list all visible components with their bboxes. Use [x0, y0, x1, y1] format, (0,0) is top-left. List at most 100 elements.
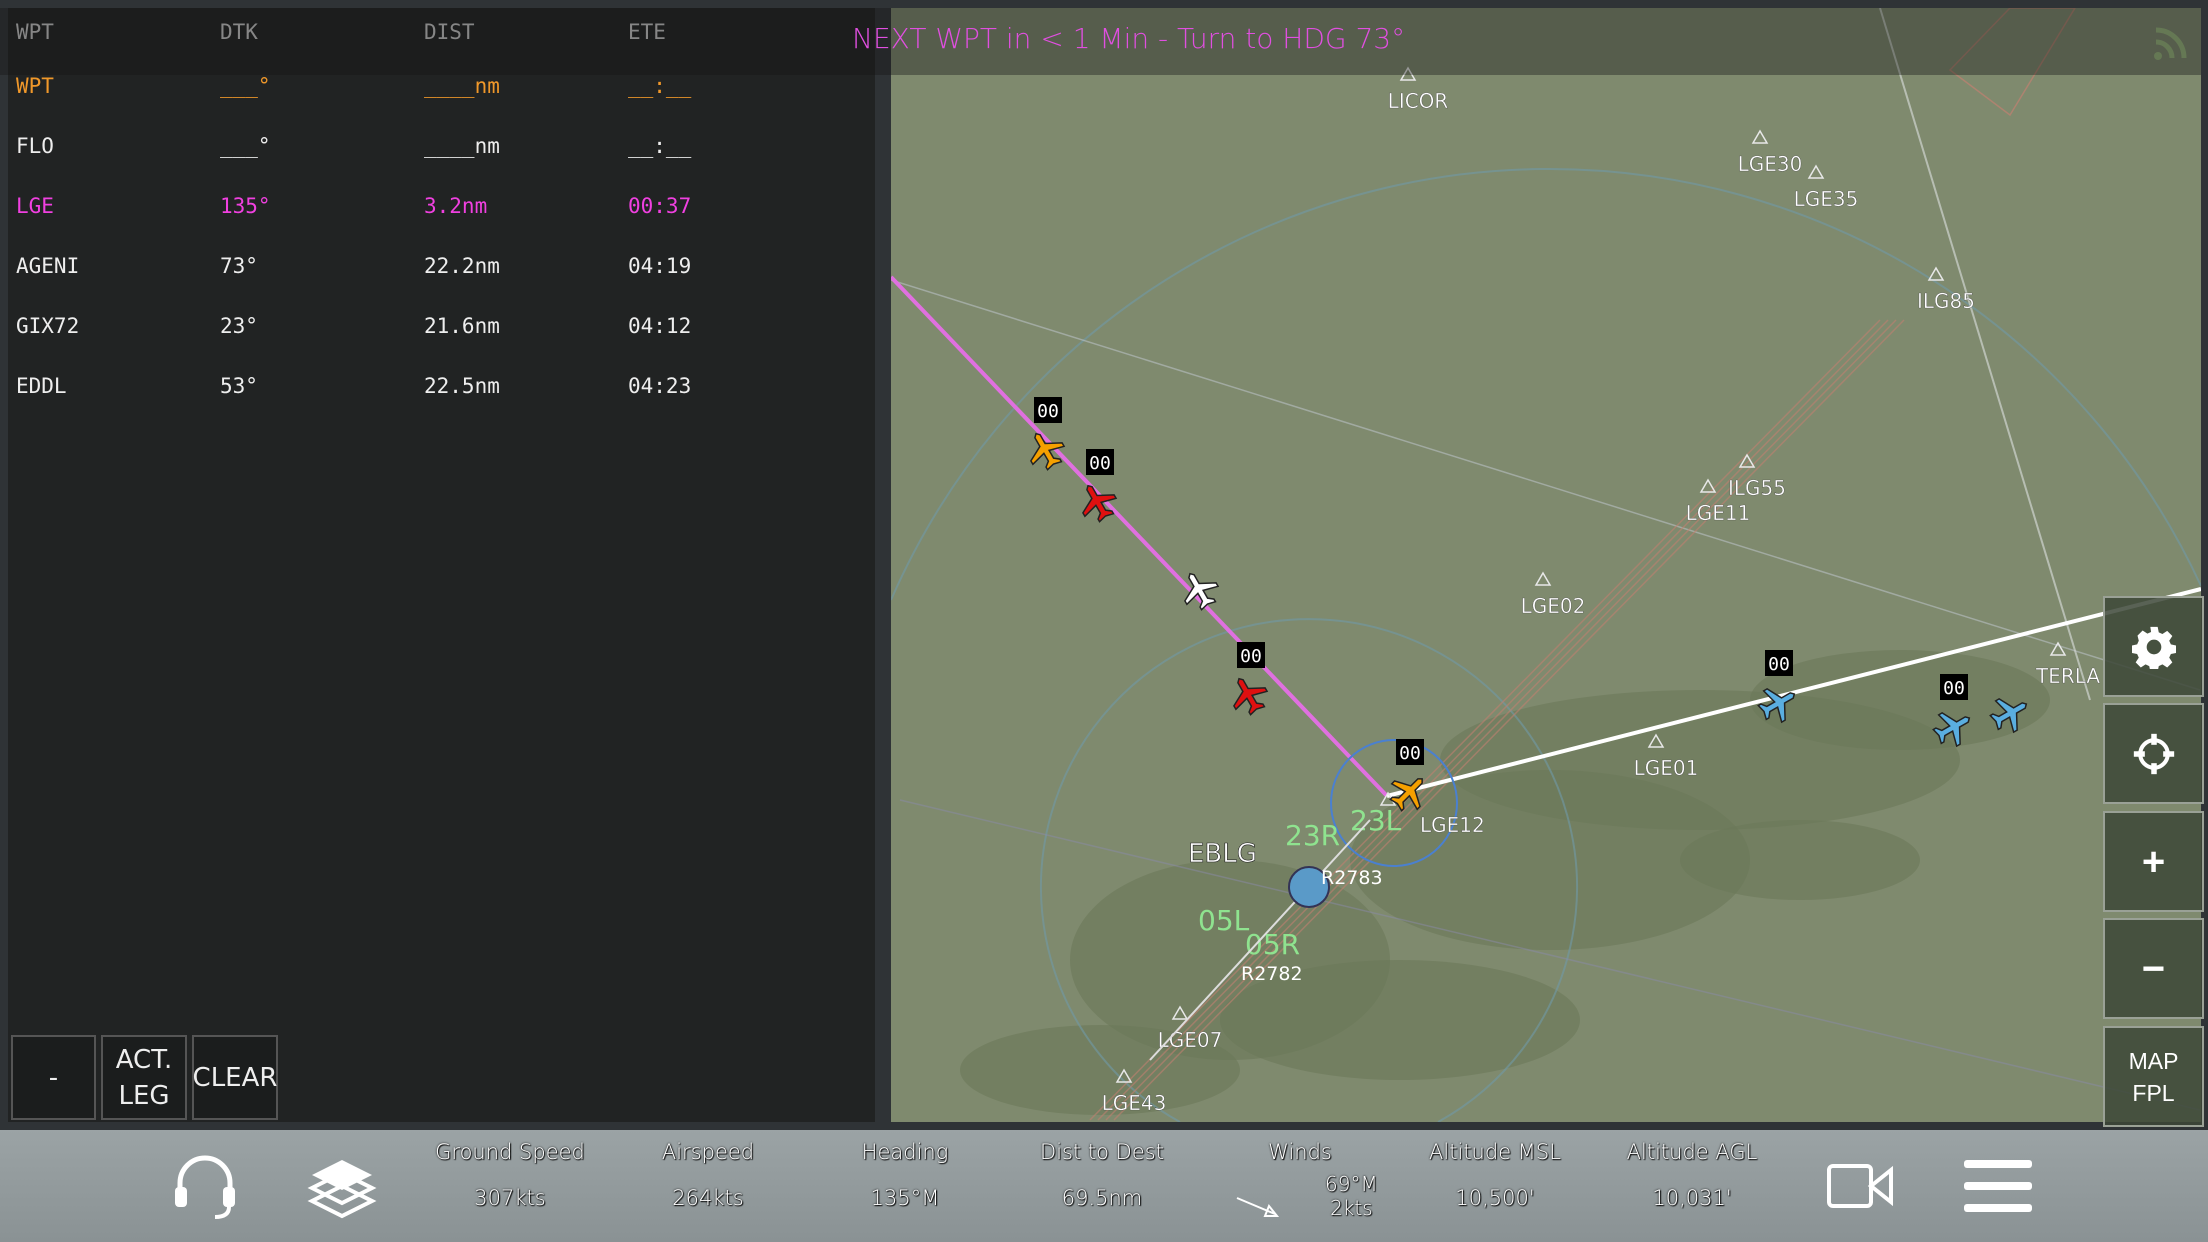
- airway-line: [899, 799, 2201, 1111]
- fpl-cell-wpt: AGENI: [16, 254, 80, 278]
- waypoint-triangle-icon: [1647, 733, 1665, 748]
- approach-line: [1105, 319, 1897, 1121]
- aircraft-tag-bg: [1765, 650, 1793, 676]
- fpl-cell-dist: 22.5nm: [424, 374, 500, 398]
- runway-line: [1149, 819, 1371, 1061]
- headset-icon[interactable]: [170, 1130, 240, 1242]
- map-fpl-toggle-button[interactable]: MAP FPL: [2103, 1026, 2204, 1127]
- fpl-cell-ete: 04:19: [628, 254, 692, 278]
- aircraft-icon: [1233, 677, 1269, 716]
- fpl-cell-dist: 3.2nm: [424, 194, 488, 218]
- status-bar: Ground Speed 307kts Airspeed 264kts Headin…: [0, 1130, 2208, 1242]
- approach-line: [1113, 319, 1905, 1121]
- aircraft-icon: [1030, 432, 1066, 471]
- aircraft-tag: 00: [1943, 678, 1965, 699]
- camera-icon[interactable]: [1826, 1130, 1896, 1242]
- fpl-cell-wpt: FLO: [16, 134, 54, 158]
- runway-label: 05L: [1198, 904, 1250, 937]
- route-label: R2782: [1241, 963, 1303, 985]
- fpl-cell-dtk: ___°: [220, 74, 271, 98]
- range-ring: [891, 168, 2201, 601]
- waypoint-triangle-icon: [1115, 1068, 1133, 1083]
- aircraft-tag: 00: [1768, 654, 1790, 675]
- map-view[interactable]: LICOR LGE30 LGE35 ILG85 ILG55 LGE11 LGE02 TERLA…: [891, 8, 2201, 1122]
- route-label: R2783: [1321, 867, 1383, 889]
- terrain-shade: [1220, 960, 1580, 1080]
- fpl-cell-ete: 00:37: [628, 194, 692, 218]
- compass-rose: [1330, 739, 1458, 867]
- airport-icon: [1288, 866, 1330, 908]
- fpl-cell-wpt: LGE: [16, 194, 54, 218]
- aircraft-tag-bg: [1034, 397, 1062, 423]
- fpl-cell-dist: ____nm: [424, 134, 500, 158]
- waypoint-triangle-icon: [1751, 129, 1769, 144]
- waypoint-label: ILG85: [1917, 289, 1975, 313]
- waypoint-label: LGE01: [1634, 756, 1699, 780]
- aircraft-icon: [1989, 698, 2028, 734]
- signal-icon: [2152, 22, 2192, 70]
- aircraft-icon: [1932, 712, 1971, 748]
- terrain-shade: [1750, 650, 2050, 750]
- waypoint-label: LGE12: [1420, 813, 1485, 837]
- fpl-cell-dist: ____nm: [424, 74, 500, 98]
- fpl-cell-wpt: EDDL: [16, 374, 67, 398]
- airway-line: [891, 279, 2201, 691]
- fpl-cell-dtk: ___°: [220, 134, 271, 158]
- center-on-aircraft-button[interactable]: [2103, 703, 2204, 804]
- waypoint-label: LGE02: [1521, 594, 1586, 618]
- waypoint-triangle-icon: [1738, 453, 1756, 468]
- minus-button[interactable]: -: [11, 1035, 96, 1120]
- fpl-cell-dtk: 135°: [220, 194, 271, 218]
- approach-line: [1097, 319, 1889, 1121]
- aircraft-tag-bg: [1237, 642, 1265, 668]
- aircraft-tag-bg: [1940, 674, 1968, 700]
- fpl-cell-ete: __:__: [628, 74, 692, 98]
- fpl-cell-ete: 04:23: [628, 374, 692, 398]
- next-waypoint-banner: [0, 8, 2201, 75]
- waypoint-triangle-icon: [1927, 266, 1945, 281]
- aircraft-tag: 00: [1089, 453, 1111, 474]
- aircraft-icon: [1184, 572, 1220, 611]
- airway-line: [1879, 8, 2091, 701]
- fpl-cell-ete: 04:12: [628, 314, 692, 338]
- fpl-cell-dtk: 53°: [220, 374, 258, 398]
- column-header: ETE: [628, 20, 666, 44]
- waypoint-label: LGE35: [1794, 187, 1859, 211]
- range-ring: [1040, 618, 1578, 1122]
- crosshair-icon: [2133, 733, 2174, 774]
- layers-icon[interactable]: [305, 1130, 379, 1242]
- fpl-cell-dist: 22.2nm: [424, 254, 500, 278]
- waypoint-label: LGE43: [1102, 1091, 1167, 1115]
- aircraft-tag-bg: [1086, 449, 1114, 475]
- flight-plan-panel: [8, 8, 875, 1122]
- zoom-in-button[interactable]: +: [2103, 811, 2204, 912]
- act-leg-label-1: ACT.: [115, 1044, 173, 1075]
- settings-button[interactable]: [2103, 596, 2204, 697]
- waypoint-label: TERLA: [2035, 664, 2100, 688]
- aircraft-icon: [1389, 778, 1423, 812]
- banner-text: NEXT WPT in < 1 Min - Turn to HDG 73°: [852, 22, 1406, 55]
- activate-leg-button[interactable]: ACT. LEG: [101, 1035, 187, 1120]
- fpl-cell-wpt: GIX72: [16, 314, 80, 338]
- gear-icon: [2131, 626, 2176, 669]
- clear-button[interactable]: CLEAR: [192, 1035, 278, 1120]
- waypoint-triangle-icon: [1534, 571, 1552, 586]
- aircraft-icon: [1757, 688, 1796, 724]
- approach-box: [1948, 8, 2076, 117]
- column-header: DIST: [424, 20, 475, 44]
- wind-speed: 2kts: [1330, 1196, 1373, 1220]
- runway-label: 05R: [1245, 928, 1300, 961]
- terrain-shade: [1350, 770, 1750, 950]
- runway-label: 23R: [1285, 819, 1340, 852]
- waypoint-label: ILG55: [1728, 476, 1786, 500]
- approach-line: [1089, 319, 1881, 1121]
- fpl-cell-ete: __:__: [628, 134, 692, 158]
- waypoint-label: LICOR: [1388, 89, 1449, 113]
- zoom-out-button[interactable]: −: [2103, 918, 2204, 1019]
- active-route-leg: [891, 275, 1389, 798]
- column-header: DTK: [220, 20, 258, 44]
- fpl-cell-wpt: WPT: [16, 74, 54, 98]
- airport-label: EBLG: [1188, 839, 1257, 869]
- terrain-shade: [1680, 820, 1920, 900]
- menu-icon[interactable]: [1962, 1130, 2034, 1242]
